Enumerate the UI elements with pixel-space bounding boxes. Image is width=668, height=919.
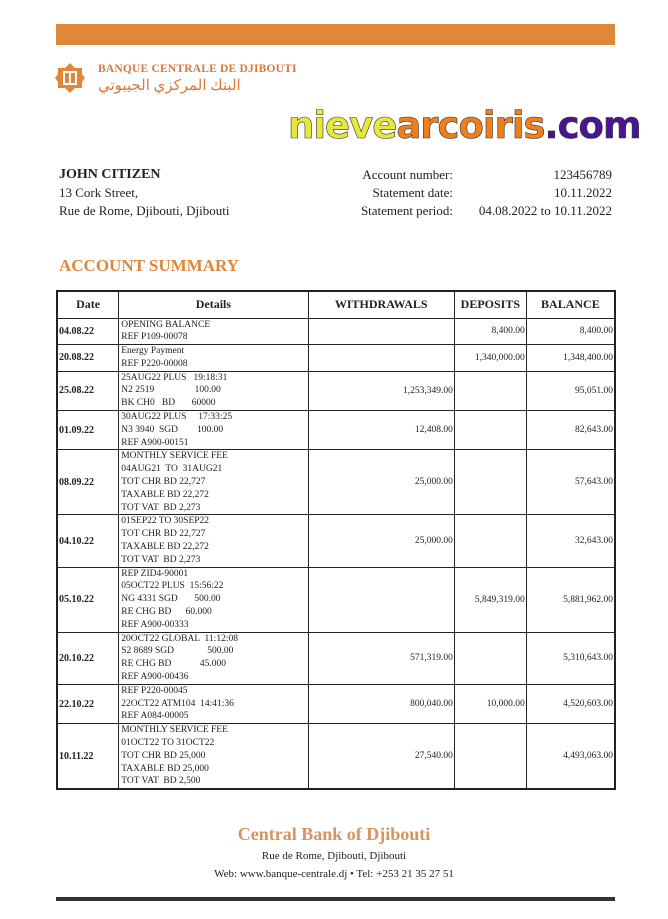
row-balance: 1,348,400.00 (525, 344, 616, 372)
row-withdrawal (307, 317, 455, 346)
row-date: 01.09.22 (56, 410, 120, 451)
row-details: 20OCT22 GLOBAL 11:12:08 S2 8689 SGD 500.… (118, 631, 309, 685)
header-bar (56, 24, 615, 45)
statement-period: 04.08.2022 to 10.11.2022 (478, 203, 612, 218)
table-row: 10.11.22 MONTHLY SERVICE FEE 01OCT22 TO 3… (56, 723, 616, 790)
footer-bar (56, 897, 615, 901)
customer-block: JOHN CITIZEN 13 Cork Street, Rue de Rome… (59, 166, 229, 220)
footer-address: Rue de Rome, Djibouti, Djibouti (261, 850, 407, 862)
table-row: 08.09.22 MONTHLY SERVICE FEE 04AUG21 TO 3… (56, 449, 616, 516)
bank-logo: BANQUE CENTRALE DE DJIBOUTI البنك المركز… (54, 60, 324, 98)
transactions-table: Date Details WITHDRAWALS DEPOSITS BALANC… (56, 290, 616, 791)
row-details: MONTHLY SERVICE FEE 01OCT22 TO 31OCT22 T… (118, 723, 309, 790)
row-withdrawal: 571,319.00 (307, 631, 455, 685)
row-details: MONTHLY SERVICE FEE 04AUG21 TO 31AUG21 T… (118, 449, 309, 516)
statement-date: 10.11.2022 (553, 185, 612, 200)
row-balance: 8,400.00 (525, 317, 616, 346)
customer-name: JOHN CITIZEN (59, 167, 161, 182)
row-balance: 57,643.00 (525, 449, 616, 516)
row-withdrawal: 25,000.00 (307, 449, 455, 516)
account-number: 123456789 (553, 167, 613, 182)
row-balance: 32,643.00 (525, 514, 616, 568)
row-date: 04.08.22 (56, 317, 120, 346)
statement-period-label: Statement period: (360, 203, 453, 218)
row-withdrawal: 12,408.00 (307, 410, 455, 451)
bank-name-ar: البنك المركزي الجيبوتي (98, 78, 241, 94)
row-deposit (453, 514, 527, 568)
row-withdrawal (307, 566, 455, 633)
row-balance: 95,051.00 (525, 370, 616, 412)
row-details: 01SEP22 TO 30SEP22 TOT CHR BD 22,727 TAX… (118, 514, 309, 568)
row-deposit: 5,849,319.00 (453, 566, 527, 633)
account-info: Account number: 123456789 Statement date:… (330, 166, 612, 220)
header-date: Date (56, 290, 120, 319)
row-withdrawal: 27,540.00 (307, 723, 455, 790)
table-row: 20.10.22 20OCT22 GLOBAL 11:12:08 S2 8689 … (56, 631, 616, 685)
row-balance: 82,643.00 (525, 410, 616, 451)
account-summary-heading: ACCOUNT SUMMARY (59, 256, 239, 275)
row-deposit (453, 449, 527, 516)
header-balance: BALANCE (525, 290, 616, 319)
row-deposit (453, 410, 527, 451)
row-date: 05.10.22 (56, 566, 120, 633)
row-deposit (453, 370, 527, 412)
bank-name-fr: BANQUE CENTRALE DE DJIBOUTI (98, 63, 297, 75)
row-details: OPENING BALANCE REF P109-00078 (118, 317, 309, 346)
customer-address-1: 13 Cork Street, (59, 185, 139, 200)
header-withdrawals: WITHDRAWALS (307, 290, 455, 319)
row-balance: 5,310,643.00 (525, 631, 616, 685)
watermark-part-1: nieve (288, 104, 398, 148)
table-row: 20.08.22 Energy Payment REF P220-00008 1,3… (56, 344, 616, 372)
table-row: 22.10.22 REF P220-00045 22OCT22 ATM104 14… (56, 683, 616, 725)
watermark-part-3: .com (544, 104, 642, 148)
footer-contact: Web: www.banque-centrale.dj • Tel: +253 … (214, 868, 454, 880)
row-date: 04.10.22 (56, 514, 120, 568)
row-withdrawal: 25,000.00 (307, 514, 455, 568)
row-date: 20.08.22 (56, 344, 120, 372)
row-details: 30AUG22 PLUS 17:33:25 N3 3940 SGD 100.00… (118, 410, 309, 451)
row-withdrawal: 1,253,349.00 (307, 370, 455, 412)
table-row: 04.08.22 OPENING BALANCE REF P109-00078 8,… (56, 317, 616, 346)
row-balance: 5,881,962.00 (525, 566, 616, 633)
row-date: 25.08.22 (56, 370, 120, 412)
row-balance: 4,493,063.00 (525, 723, 616, 790)
row-deposit: 8,400.00 (453, 317, 527, 346)
row-date: 22.10.22 (56, 683, 120, 725)
row-balance: 4,520,603.00 (525, 683, 616, 725)
row-details: Energy Payment REF P220-00008 (118, 344, 309, 372)
table-row: 05.10.22 REP ZID4-90001 05OCT22 PLUS 15:5… (56, 566, 616, 633)
customer-address-2: Rue de Rome, Djibouti, Djibouti (59, 203, 230, 218)
row-date: 20.10.22 (56, 631, 120, 685)
statement-date-label: Statement date: (372, 185, 453, 200)
watermark: nievearcoiris.com (288, 104, 642, 148)
row-details: REF P220-00045 22OCT22 ATM104 14:41:36 R… (118, 683, 309, 725)
row-deposit (453, 631, 527, 685)
row-withdrawal: 800,040.00 (307, 683, 455, 725)
bank-emblem-icon (55, 63, 85, 93)
header-deposits: DEPOSITS (453, 290, 527, 319)
footer-title: Central Bank of Djibouti (237, 824, 431, 844)
row-date: 08.09.22 (56, 449, 120, 516)
table-row: 25.08.22 25AUG22 PLUS 19:18:31 N2 2519 10… (56, 370, 616, 412)
header-details: Details (118, 290, 309, 319)
watermark-part-2: arcoiris (396, 104, 546, 148)
table-row: 04.10.22 01SEP22 TO 30SEP22 TOT CHR BD 22… (56, 514, 616, 568)
row-deposit: 1,340,000.00 (453, 344, 527, 372)
row-deposit (453, 723, 527, 790)
row-deposit: 10,000.00 (453, 683, 527, 725)
table-row: 01.09.22 30AUG22 PLUS 17:33:25 N3 3940 SG… (56, 410, 616, 451)
row-date: 10.11.22 (56, 723, 120, 790)
row-details: 25AUG22 PLUS 19:18:31 N2 2519 100.00 BK … (118, 370, 309, 412)
account-number-label: Account number: (362, 167, 453, 182)
row-withdrawal (307, 344, 455, 372)
row-details: REP ZID4-90001 05OCT22 PLUS 15:56:22 NG … (118, 566, 309, 633)
